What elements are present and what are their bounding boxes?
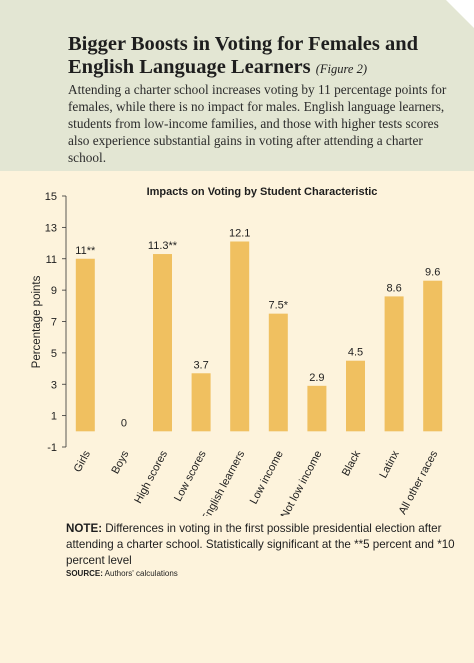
bar — [423, 280, 443, 432]
data-labels: 11** 0 11.3** 3.7 12.1 7.5* 2.9 4.5 8.6 9.6 — [75, 227, 440, 429]
y-axis-label: Percentage points — [31, 275, 43, 368]
bar — [307, 385, 327, 432]
data-label: 2.9 — [309, 372, 324, 384]
bar — [384, 296, 404, 432]
chart-source: SOURCE: Authors' calculations — [66, 569, 178, 578]
data-label: 3.7 — [193, 359, 208, 371]
x-tick-label: Low income — [248, 449, 286, 506]
x-tick-label: Boys — [109, 448, 131, 476]
x-tick-label: Black — [340, 448, 363, 478]
chart-note: NOTE: Differences in voting in the first… — [66, 521, 466, 569]
data-label: 4.5 — [348, 347, 363, 359]
x-tick-label: Latinx — [377, 448, 402, 480]
note-text: Differences in voting in the first possi… — [66, 522, 455, 567]
y-tick-label: 15 — [45, 191, 57, 203]
y-tick-label: 13 — [45, 222, 57, 234]
y-tick-label: 1 — [51, 411, 57, 423]
y-tick-label: 9 — [51, 285, 57, 297]
figure-title-text: Bigger Boosts in Voting for Females and … — [68, 33, 419, 78]
data-label: 7.5* — [269, 300, 289, 312]
data-label: 8.6 — [386, 282, 401, 294]
y-tick-label: -1 — [47, 442, 57, 454]
bar — [346, 360, 365, 432]
x-tick-label: High scores — [132, 448, 170, 505]
chart-title: Impacts on Voting by Student Characteris… — [147, 186, 378, 198]
y-tick-label: 7 — [51, 317, 57, 329]
data-label: 11** — [75, 245, 96, 257]
source-lead: SOURCE: — [66, 569, 103, 578]
bar — [75, 258, 95, 432]
figure-description: Attending a charter school increases vot… — [68, 82, 447, 165]
data-label: 12.1 — [229, 227, 250, 239]
bar — [268, 313, 288, 432]
y-tick-label: 5 — [51, 348, 57, 360]
x-tick-label: Girls — [72, 448, 93, 474]
figure-header: Bigger Boosts in Voting for Females and … — [0, 0, 474, 171]
data-label: 0 — [121, 417, 127, 429]
bar-chart: Impacts on Voting by Student Characteris… — [31, 186, 443, 516]
x-tick-label: All other races — [397, 448, 441, 516]
note-lead: NOTE: — [66, 522, 103, 535]
bar — [230, 241, 250, 432]
folded-corner — [446, 0, 474, 28]
figure-title: Bigger Boosts in Voting for Females and … — [68, 33, 458, 81]
figure-reference: (Figure 2) — [315, 62, 368, 76]
bar — [191, 373, 211, 432]
x-tick-label: Low scores — [172, 448, 209, 503]
data-label: 9.6 — [425, 267, 440, 279]
y-tick-label: 3 — [51, 379, 57, 391]
source-text: Authors' calculations — [102, 569, 178, 578]
x-tick-label: English learners — [200, 448, 248, 516]
data-label: 11.3** — [148, 240, 178, 252]
bar — [153, 254, 172, 432]
y-tick-label: 11 — [46, 254, 57, 266]
x-tick-label: Not low income — [279, 449, 325, 516]
bars — [75, 241, 443, 432]
